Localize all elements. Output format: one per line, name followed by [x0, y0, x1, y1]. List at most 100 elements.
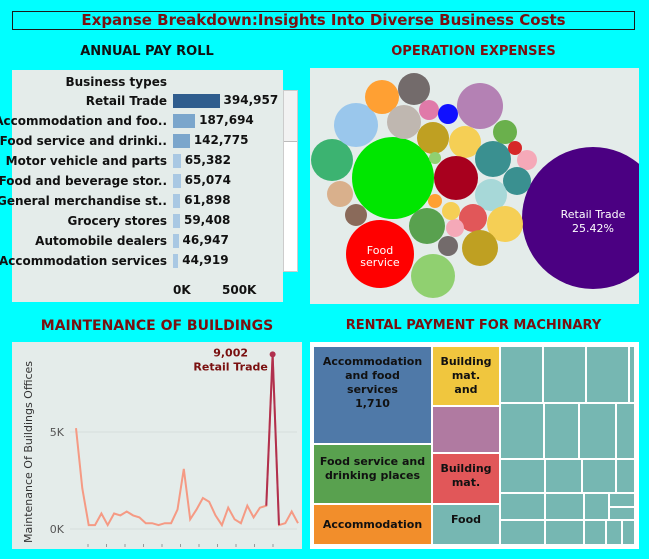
treemap-cell[interactable] [543, 346, 586, 403]
bar-row[interactable]: Accommodation services 44,919 [0, 252, 283, 270]
treemap-cell-accommodation[interactable]: Accommodation [313, 504, 432, 545]
line-series[interactable] [75, 354, 299, 528]
bubble-value-retail: 25.42% [572, 222, 614, 235]
treemap-cell-food-service[interactable]: Food service and drinking places [313, 444, 432, 504]
treemap-cell[interactable] [432, 406, 500, 453]
maintenance-panel: Maintenance Of Buildings Offices 5K 0K 9… [12, 342, 302, 549]
bar-row[interactable]: Food and beverage stor.. 65,074 [0, 172, 283, 190]
bar[interactable] [173, 194, 181, 208]
bubble[interactable] [417, 122, 449, 154]
treemap-value: 1,710 [355, 397, 390, 410]
bubble[interactable] [438, 236, 458, 256]
bubble[interactable] [419, 100, 439, 120]
treemap-cell-building-mat[interactable]: Building mat. [432, 453, 500, 504]
bubble[interactable] [345, 204, 367, 226]
treemap-cell[interactable] [500, 520, 545, 545]
bubble[interactable] [327, 181, 353, 207]
bar-row[interactable]: General merchandise st.. 61,898 [0, 192, 283, 210]
treemap-cell[interactable] [500, 346, 543, 403]
treemap-label: Building mat. [440, 462, 492, 489]
treemap-label: Building mat. and [440, 355, 492, 396]
bubble[interactable] [462, 230, 498, 266]
bubble[interactable] [508, 141, 522, 155]
treemap-cell[interactable] [616, 459, 635, 493]
treemap-cell[interactable] [544, 403, 579, 459]
bubble[interactable] [334, 103, 378, 147]
bar[interactable] [173, 234, 179, 248]
treemap-cell-food[interactable]: Food [432, 504, 500, 545]
bubble[interactable] [411, 254, 455, 298]
bar-row[interactable]: Grocery stores 59,408 [12, 212, 283, 230]
bubble[interactable] [409, 208, 445, 244]
bar[interactable] [173, 174, 181, 188]
bar-value-label: 65,382 [184, 153, 231, 167]
treemap-cell[interactable] [500, 403, 544, 459]
bar-row[interactable]: Retail Trade 394,957 [12, 92, 283, 110]
bubble[interactable] [428, 194, 442, 208]
bar-row[interactable]: Automobile dealers 46,947 [12, 232, 283, 250]
bubble-chart: Retail Trade 25.42% Food service [311, 73, 649, 298]
bubble[interactable] [387, 105, 421, 139]
treemap-cell-building-mat-and[interactable]: Building mat. and [432, 346, 500, 406]
treemap-cell[interactable] [609, 507, 635, 520]
bubble[interactable] [438, 104, 458, 124]
treemap-cell[interactable] [545, 520, 584, 545]
treemap-cell[interactable] [609, 493, 635, 507]
bar-category-label: Food and beverage stor.. [0, 174, 167, 188]
bubble[interactable] [449, 126, 481, 158]
treemap-cell[interactable] [579, 403, 616, 459]
bar[interactable] [173, 214, 180, 228]
payroll-panel: Business types Retail Trade 394,957 Accomm… [0, 70, 283, 302]
treemap-cell[interactable] [606, 520, 622, 545]
treemap-cell[interactable] [545, 493, 584, 520]
bar[interactable] [173, 154, 181, 168]
bubble[interactable] [459, 204, 487, 232]
bar-value-label: 394,957 [223, 93, 279, 107]
bar-row[interactable]: Motor vehicle and parts 65,382 [6, 152, 283, 170]
bubble[interactable] [517, 150, 537, 170]
treemap-cell[interactable] [545, 459, 582, 493]
bubble[interactable] [311, 139, 353, 181]
treemap-cell[interactable] [616, 403, 635, 459]
bar[interactable] [173, 134, 190, 148]
bubble[interactable] [475, 179, 507, 211]
treemap-cell[interactable] [584, 493, 609, 520]
bubble[interactable] [475, 141, 511, 177]
bubble[interactable] [434, 156, 478, 200]
bubble[interactable] [457, 83, 503, 129]
bubble[interactable] [503, 167, 531, 195]
bar[interactable] [173, 114, 196, 128]
bar-category-label: General merchandise st.. [0, 194, 167, 208]
bubble[interactable] [346, 220, 414, 288]
bubble[interactable] [522, 147, 649, 289]
treemap-cell[interactable] [500, 459, 545, 493]
treemap-label: Accommodation [322, 517, 423, 531]
treemap-cell[interactable] [586, 346, 629, 403]
bubble[interactable] [352, 137, 434, 219]
treemap-cell[interactable] [500, 493, 545, 520]
bubble[interactable] [442, 202, 460, 220]
peak-point[interactable] [269, 351, 276, 358]
bar-row[interactable]: Food service and drinki.. 142,775 [0, 132, 283, 150]
bar-row[interactable]: Accommodation and foo.. 187,694 [0, 112, 283, 130]
bar[interactable] [173, 254, 179, 268]
bubble[interactable] [487, 206, 523, 242]
bubble[interactable] [429, 152, 441, 164]
bubble[interactable] [365, 80, 399, 114]
bubble[interactable] [493, 120, 517, 144]
bar[interactable] [173, 94, 220, 108]
bar-value-label: 65,074 [184, 173, 231, 187]
treemap-cell-accommodation-food[interactable]: Accommodation and food services 1,710 [313, 346, 432, 444]
treemap-label: Food [450, 513, 482, 526]
bubble[interactable] [398, 73, 430, 105]
treemap-cell[interactable] [584, 520, 606, 545]
payroll-scrollbar[interactable] [283, 90, 298, 272]
operation-title: OPERATION EXPENSES [391, 44, 556, 59]
bubble[interactable] [446, 219, 464, 237]
treemap-cell[interactable] [582, 459, 616, 493]
treemap-cell[interactable] [622, 520, 635, 545]
treemap-cell[interactable] [629, 346, 635, 403]
payroll-scrollbar-thumb[interactable] [284, 91, 297, 142]
bar-category-label: Grocery stores [67, 214, 167, 228]
payroll-title: ANNUAL PAY ROLL [80, 44, 214, 59]
